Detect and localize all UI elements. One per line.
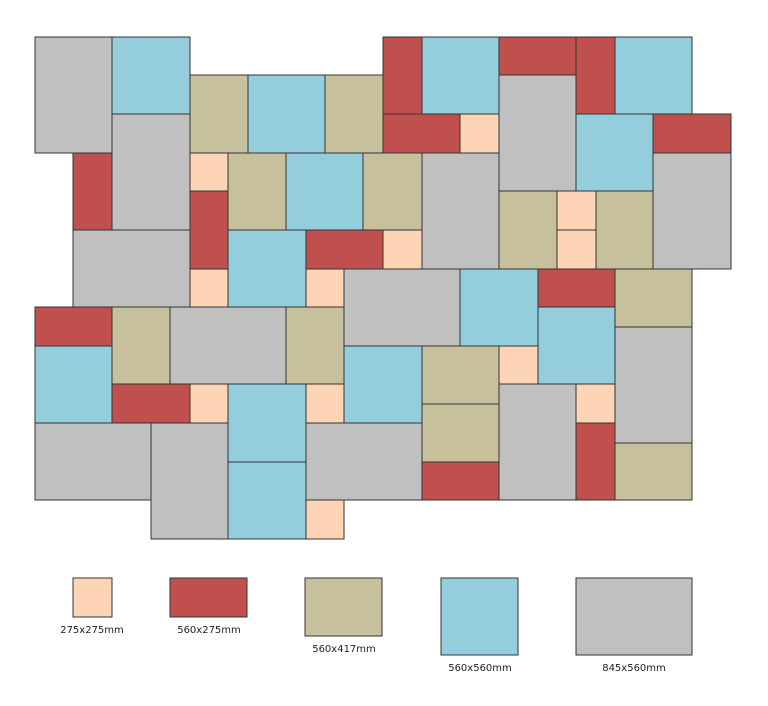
- tile-560x417: [111, 306, 171, 385]
- tile-275x275: [556, 190, 597, 231]
- tile-845x560: [111, 113, 191, 231]
- tile-560x417: [362, 152, 423, 231]
- tile-560x560: [285, 152, 364, 231]
- tile-560x560: [614, 36, 693, 115]
- tile-275x275: [305, 499, 345, 540]
- tile-560x560: [227, 461, 307, 540]
- tile-560x417: [614, 442, 693, 501]
- tile-560x275: [305, 229, 384, 270]
- tile-560x275: [652, 113, 732, 154]
- tile-845x560: [343, 268, 461, 347]
- tile-275x275: [575, 383, 616, 424]
- legend: 275x275mm 560x275mm 560x417mm 560x560mm 845x…: [60, 577, 693, 674]
- tile-560x417: [324, 74, 384, 154]
- legend-label: 560x275mm: [177, 625, 241, 636]
- tile-560x275: [382, 113, 461, 154]
- tile-275x275: [189, 268, 229, 308]
- legend-label: 560x417mm: [312, 644, 376, 655]
- tile-275x275: [459, 113, 500, 154]
- legend-swatch: [440, 577, 519, 656]
- tile-845x560: [305, 422, 423, 501]
- tile-560x560: [459, 268, 539, 347]
- legend-swatch: [304, 577, 383, 637]
- legend-swatch: [169, 577, 248, 618]
- tile-275x275: [498, 345, 539, 385]
- tile-560x417: [614, 268, 693, 328]
- tile-560x275: [382, 36, 423, 115]
- tile-560x275: [111, 383, 191, 424]
- tile-845x560: [498, 383, 577, 501]
- tile-560x560: [227, 383, 307, 463]
- tile-275x275: [382, 229, 423, 270]
- tile-560x560: [247, 74, 326, 154]
- tile-560x417: [421, 403, 500, 463]
- tile-275x275: [189, 383, 229, 424]
- tile-275x275: [556, 229, 597, 270]
- legend-swatch: [72, 577, 113, 618]
- tile-560x275: [421, 461, 500, 501]
- tile-560x417: [227, 152, 287, 231]
- tile-845x560: [421, 152, 500, 270]
- tile-275x275: [189, 152, 229, 192]
- tile-845x560: [614, 326, 693, 444]
- legend-label: 275x275mm: [60, 625, 124, 636]
- tile-560x560: [343, 345, 423, 424]
- tile-560x560: [575, 113, 654, 192]
- legend-item-275x275: 275x275mm: [60, 577, 124, 636]
- legend-item-845x560: 845x560mm: [575, 577, 693, 674]
- tile-560x417: [595, 190, 654, 270]
- tile-845x560: [72, 229, 191, 308]
- tile-560x560: [227, 229, 307, 308]
- tile-560x560: [34, 345, 113, 424]
- tile-560x275: [189, 190, 229, 270]
- legend-item-560x560: 560x560mm: [440, 577, 519, 674]
- tile-layout: [34, 36, 732, 540]
- tile-560x275: [34, 306, 113, 347]
- tile-845x560: [652, 152, 732, 270]
- tile-560x417: [421, 345, 500, 405]
- legend-item-560x417: 560x417mm: [304, 577, 383, 655]
- legend-label: 845x560mm: [602, 663, 666, 674]
- legend-swatch: [575, 577, 693, 656]
- tile-560x417: [189, 74, 249, 154]
- tile-560x275: [575, 422, 616, 501]
- tile-560x560: [421, 36, 500, 115]
- tile-275x275: [305, 383, 345, 424]
- tile-845x560: [34, 36, 113, 154]
- legend-label: 560x560mm: [448, 663, 512, 674]
- tile-560x417: [498, 190, 558, 270]
- tile-560x275: [537, 268, 616, 308]
- tile-845x560: [169, 306, 287, 385]
- tile-275x275: [305, 268, 345, 308]
- legend-item-560x275: 560x275mm: [169, 577, 248, 636]
- tile-560x275: [72, 152, 113, 231]
- tile-845x560: [150, 422, 229, 540]
- tile-560x560: [537, 306, 616, 385]
- tile-560x275: [575, 36, 616, 115]
- tile-560x275: [498, 36, 577, 76]
- tile-560x560: [111, 36, 191, 115]
- tile-560x417: [285, 306, 345, 385]
- tile-845x560: [34, 422, 152, 501]
- tile-845x560: [498, 74, 577, 192]
